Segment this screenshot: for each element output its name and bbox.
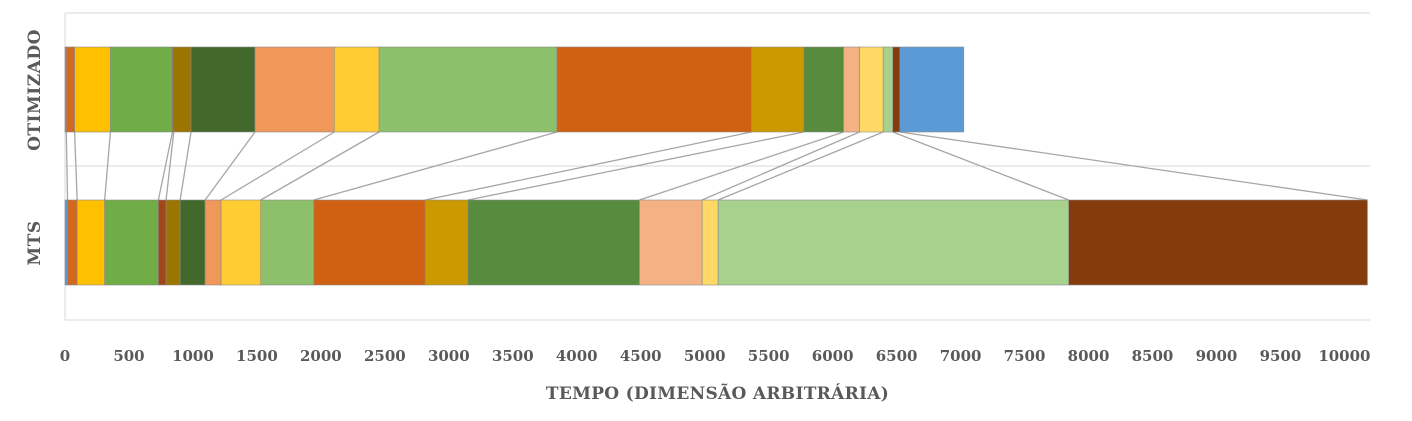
bar-segment xyxy=(65,46,75,133)
x-tick-label: 9000 xyxy=(1196,347,1238,365)
bar-segment xyxy=(882,46,894,133)
connector-lines xyxy=(65,131,1368,201)
bar-segment xyxy=(313,199,426,286)
bar-segment xyxy=(334,46,380,133)
x-tick-label: 4000 xyxy=(556,347,598,365)
x-tick-label: 3500 xyxy=(492,347,534,365)
connector-line xyxy=(467,131,804,201)
bar-segment xyxy=(74,46,111,133)
x-tick-label: 0 xyxy=(60,347,70,365)
bar-segment xyxy=(204,199,222,286)
bar-segment xyxy=(158,199,167,286)
x-tick-label: 9500 xyxy=(1260,347,1302,365)
x-tick-label: 2000 xyxy=(300,347,342,365)
bar-segment xyxy=(165,199,181,286)
connector-line xyxy=(701,131,860,201)
x-axis-ticks: 0 500 1000 1500 2000 2500 3000 3500 4000 4500 5000… xyxy=(60,347,1371,365)
bar-segment xyxy=(892,46,901,133)
connector-line xyxy=(204,131,256,201)
bar-segment xyxy=(751,46,805,133)
bar-segment xyxy=(556,46,752,133)
x-tick-label: 8000 xyxy=(1068,347,1110,365)
category-label: OTIMIZADO xyxy=(25,29,45,151)
x-tick-label: 500 xyxy=(113,347,144,365)
bar-segment xyxy=(254,46,335,133)
bar-segment xyxy=(76,199,105,286)
bar-segment xyxy=(110,46,173,133)
x-tick-label: 2500 xyxy=(364,347,406,365)
connector-line xyxy=(892,131,1069,201)
bar-segment xyxy=(701,199,719,286)
bar-segment xyxy=(190,46,256,133)
x-tick-label: 3000 xyxy=(428,347,470,365)
bar-segment xyxy=(467,199,640,286)
x-tick-label: 5000 xyxy=(684,347,726,365)
x-tick-label: 7500 xyxy=(1004,347,1046,365)
bar-segment xyxy=(378,46,558,133)
bar-segment xyxy=(173,46,192,133)
connector-line xyxy=(165,131,175,201)
bar-segment xyxy=(67,199,78,286)
category-label: MTS xyxy=(25,220,45,265)
bar-segment xyxy=(64,199,68,286)
x-tick-label: 1000 xyxy=(172,347,214,365)
bar-segment xyxy=(803,46,844,133)
connector-line xyxy=(639,131,844,201)
x-tick-label: 6500 xyxy=(876,347,918,365)
bar-segment xyxy=(179,199,206,286)
connector-line xyxy=(425,131,752,201)
bar-segment xyxy=(1068,199,1368,286)
bars xyxy=(64,46,1368,286)
bar-segment xyxy=(260,199,315,286)
connector-line xyxy=(73,131,78,201)
connector-line xyxy=(313,131,558,201)
x-tick-label: 1500 xyxy=(236,347,278,365)
connector-line xyxy=(179,131,192,201)
x-tick-label: 10000 xyxy=(1318,347,1370,365)
x-tick-label: 5500 xyxy=(748,347,790,365)
connector-line xyxy=(220,131,335,201)
bar-segment xyxy=(639,199,703,286)
connector-line xyxy=(65,131,69,201)
connector-line xyxy=(104,131,112,201)
x-tick-label: 7000 xyxy=(940,347,982,365)
bar-segment xyxy=(717,199,1069,286)
bar-segment xyxy=(220,199,262,286)
connector-line xyxy=(899,131,1368,201)
x-axis-title: TEMPO (DIMENSÃO ARBITRÁRIA) xyxy=(546,382,889,404)
connector-line xyxy=(260,131,380,201)
bar-segment xyxy=(899,46,965,133)
bar-segment xyxy=(104,199,159,286)
category-labels: OTIMIZADO MTS xyxy=(25,29,45,266)
bar-segment xyxy=(424,199,469,286)
bar-segment xyxy=(843,46,860,133)
x-tick-label: 4500 xyxy=(620,347,662,365)
x-tick-label: 8500 xyxy=(1132,347,1174,365)
bar-segment xyxy=(859,46,884,133)
connector-line xyxy=(157,131,174,201)
connector-line xyxy=(717,131,884,201)
x-tick-label: 6000 xyxy=(812,347,854,365)
